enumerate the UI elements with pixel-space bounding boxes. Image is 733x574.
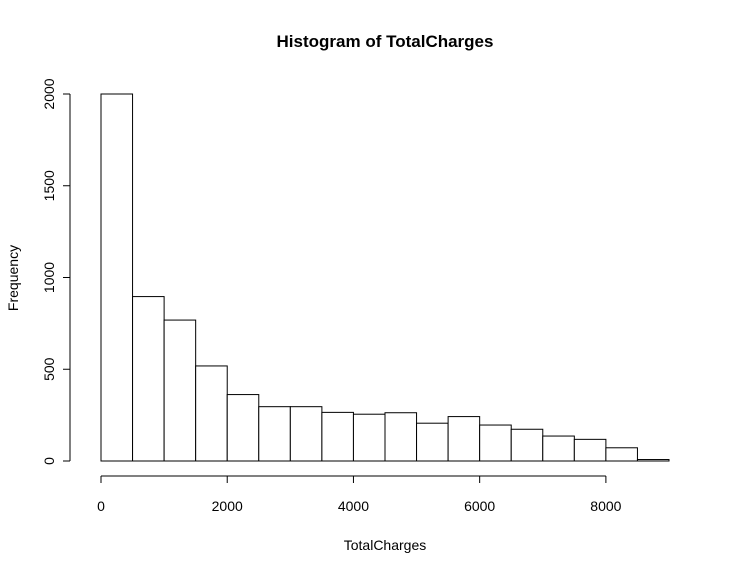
- histogram-bar-9: [384, 412, 418, 462]
- x-axis: 0 2000 4000 6000 8000: [97, 475, 622, 514]
- histogram-bar-1: [132, 296, 165, 462]
- x-axis-label: TotalCharges: [344, 537, 427, 553]
- x-tick-label-4: 8000: [590, 498, 621, 514]
- histogram-bar-14: [542, 435, 575, 462]
- histogram-bar-4: [226, 394, 260, 462]
- chart-title: Histogram of TotalCharges: [277, 32, 494, 51]
- y-tick-label-4: 2000: [41, 78, 57, 109]
- histogram-bar-7: [321, 411, 354, 462]
- y-axis: 0 500 1000 1500 2000: [41, 78, 71, 465]
- y-tick-label-0: 0: [41, 457, 57, 465]
- x-tick-label-1: 2000: [212, 498, 243, 514]
- histogram-bar-15: [573, 438, 607, 462]
- y-tick-label-2: 1000: [41, 262, 57, 293]
- histogram-bar-0: [100, 93, 134, 462]
- y-tick-label-1: 500: [41, 357, 57, 381]
- histogram-bar-13: [510, 428, 544, 462]
- histogram-bar-12: [479, 424, 512, 462]
- histogram-bar-10: [416, 422, 449, 462]
- histogram-bar-16: [605, 447, 638, 462]
- histogram-bar-5: [258, 406, 291, 462]
- x-tick-label-3: 6000: [464, 498, 495, 514]
- histogram-bar-8: [352, 413, 386, 462]
- x-tick-label-2: 4000: [338, 498, 369, 514]
- histogram-bar-6: [289, 406, 323, 462]
- bars-group: [100, 93, 670, 462]
- x-tick-label-0: 0: [97, 498, 105, 514]
- histogram-bar-2: [163, 319, 197, 462]
- histogram-bar-11: [447, 416, 481, 462]
- y-axis-label: Frequency: [5, 245, 21, 311]
- histogram-bar-17: [636, 459, 670, 462]
- y-tick-label-3: 1500: [41, 170, 57, 201]
- histogram-bar-3: [195, 365, 228, 462]
